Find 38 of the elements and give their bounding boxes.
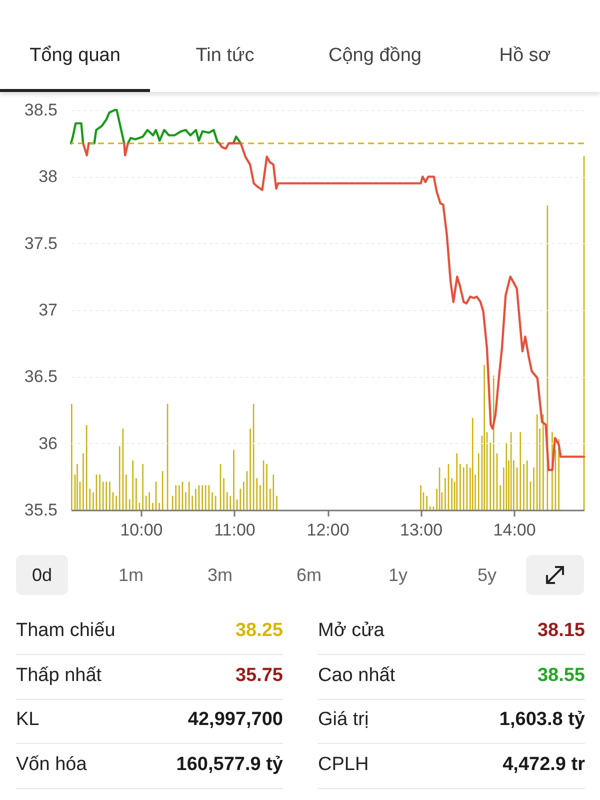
text: Cao nhất	[318, 664, 396, 686]
y-tick-label: 38	[38, 167, 58, 186]
category-label: Hồ sơ	[498, 44, 552, 68]
text: Vốn hóa	[16, 754, 87, 776]
text: 38.15	[537, 620, 585, 642]
category-label: 3m	[206, 564, 234, 587]
y-tick-label: 37.5	[24, 234, 58, 253]
x-tick-label: 11:00	[214, 520, 256, 540]
x-tick-label: 13:00	[400, 520, 443, 540]
category-label: Cộng đồng	[328, 44, 422, 68]
y-tick-label: 35.5	[24, 500, 58, 520]
y-tick-label: 37	[38, 300, 58, 320]
text: Tham chiếu	[16, 620, 116, 642]
x-tick-label: 12:00	[306, 520, 350, 540]
text: KL	[16, 709, 40, 731]
category-label: 6m	[295, 564, 322, 587]
text: 42,997,700	[188, 709, 283, 731]
text: 160,577.9 tỷ	[176, 754, 283, 776]
x-tick-label: 10:00	[120, 520, 163, 540]
text: Giá trị	[318, 709, 369, 731]
text: 35.75	[235, 664, 283, 686]
category-label: Tin tức	[194, 44, 256, 68]
category-label: 1m	[117, 564, 144, 587]
y-tick-label: 36	[38, 434, 58, 453]
text: Thấp nhất	[16, 664, 102, 686]
y-tick-label: 36.5	[24, 367, 58, 386]
text: Mở cửa	[318, 620, 384, 642]
category-label: 5y	[476, 564, 498, 587]
category-label: Tổng quan	[0, 18, 150, 92]
x-tick-label: 14:00	[493, 520, 536, 540]
y-tick-label: 38.5	[24, 100, 58, 120]
text: 38.55	[537, 664, 585, 686]
text: 4,472.9 tr	[502, 754, 585, 776]
category-label: 0d	[16, 555, 68, 595]
category-label: 1y	[387, 564, 408, 587]
text: 38.25	[235, 620, 283, 642]
text: CPLH	[318, 754, 369, 776]
text: 1,603.8 tỷ	[499, 709, 585, 731]
